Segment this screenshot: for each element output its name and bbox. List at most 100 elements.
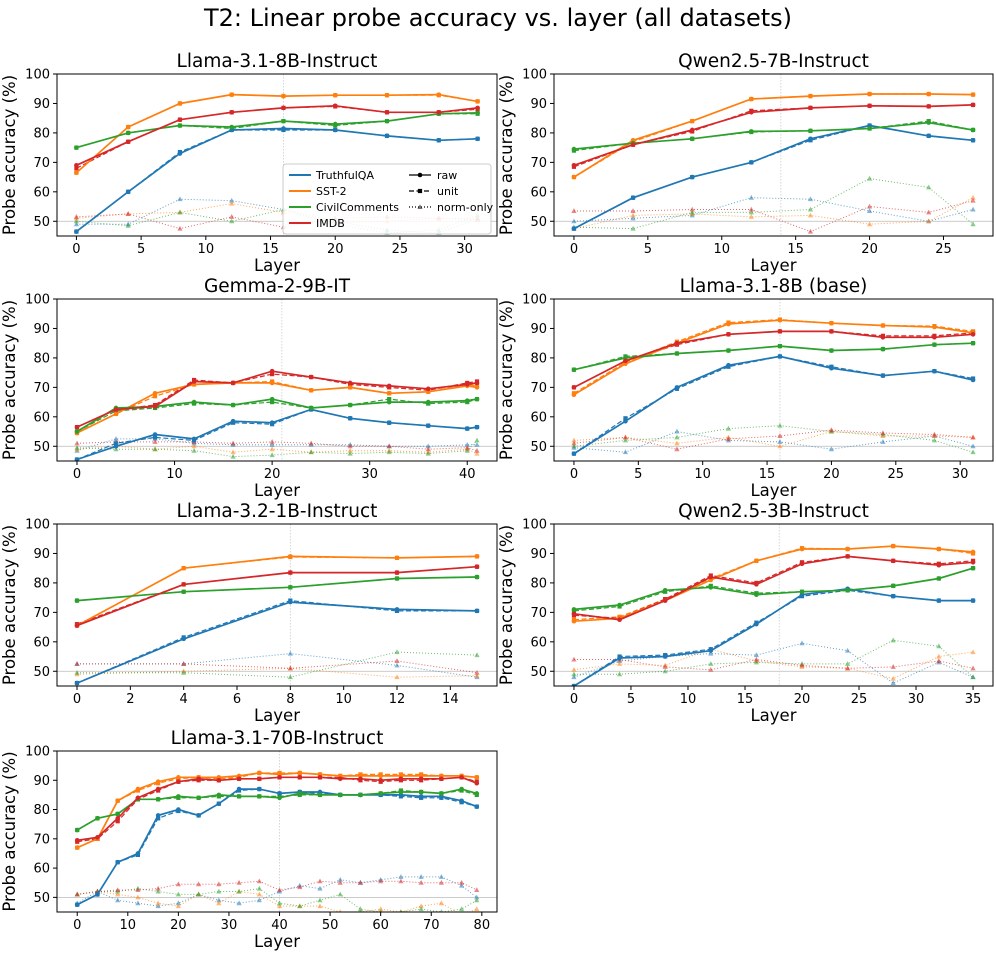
x-tick-label: 20 xyxy=(794,692,811,707)
data-point-truthfulqa-norm xyxy=(630,215,636,221)
series-line-imdb-norm xyxy=(573,429,974,450)
data-point-truthfulqa-norm xyxy=(256,897,262,903)
x-tick-label: 10 xyxy=(166,467,183,482)
data-point-civilcomments-norm xyxy=(474,897,480,903)
data-point-imdb-norm xyxy=(890,664,896,669)
series-civilcomments-unit xyxy=(74,574,480,603)
data-point-sst-2-norm xyxy=(378,906,384,912)
series-line-truthfulqa-unit xyxy=(76,408,478,461)
series-sst-2-unit xyxy=(571,91,976,180)
data-point-civilcomments-norm xyxy=(425,450,431,456)
data-point-civilcomments-raw xyxy=(74,145,79,150)
data-point-imdb-raw xyxy=(970,102,976,108)
data-point-truthfulqa-raw xyxy=(288,599,293,605)
y-tick-label: 50 xyxy=(33,440,50,455)
x-tick-label: 15 xyxy=(737,692,754,707)
data-point-sst-2-norm xyxy=(155,900,161,906)
data-point-sst-2-raw xyxy=(474,554,480,559)
data-point-civilcomments-raw xyxy=(216,792,222,798)
y-tick-label: 70 xyxy=(33,156,50,171)
data-point-civilcomments-raw xyxy=(378,791,383,796)
data-point-imdb-norm xyxy=(970,197,976,203)
data-point-civilcomments-raw xyxy=(288,585,293,590)
data-point-imdb-raw xyxy=(152,404,158,409)
data-point-sst-2-raw xyxy=(347,385,353,390)
data-point-civilcomments-raw xyxy=(799,589,805,595)
data-point-imdb-raw xyxy=(297,775,303,780)
data-point-sst-2-norm xyxy=(474,450,480,456)
y-tick-label: 90 xyxy=(33,322,50,337)
y-tick-label: 90 xyxy=(33,547,50,562)
x-tick-label: 15 xyxy=(262,242,279,257)
series-imdb-norm xyxy=(571,656,976,672)
y-tick-label: 100 xyxy=(522,68,547,83)
data-point-truthfulqa-raw xyxy=(74,457,80,461)
data-point-sst-2-norm xyxy=(748,214,754,219)
data-point-imdb-norm xyxy=(474,887,480,893)
series-truthfulqa-unit xyxy=(571,588,976,686)
series-line-imdb-raw xyxy=(76,104,478,167)
data-point-sst-2-raw xyxy=(125,124,131,130)
data-point-civilcomments-norm xyxy=(399,909,403,912)
data-point-sst-2-norm xyxy=(630,212,636,218)
data-point-imdb-raw xyxy=(845,554,850,559)
series-line-truthfulqa-raw xyxy=(76,408,478,461)
series-line-civilcomments-norm xyxy=(77,651,478,678)
data-point-sst-2-norm xyxy=(347,447,353,453)
legend-label-imdb: IMDB xyxy=(316,217,345,230)
data-point-imdb-norm xyxy=(230,440,236,446)
data-point-civilcomments-norm xyxy=(931,437,938,443)
data-point-truthfulqa-raw xyxy=(152,432,158,437)
data-point-imdb-norm xyxy=(753,656,759,662)
data-point-civilcomments-raw xyxy=(474,574,480,580)
data-point-imdb-norm xyxy=(378,878,384,884)
data-point-sst-2-norm xyxy=(115,891,121,897)
x-tick-label: 0 xyxy=(73,467,81,482)
data-point-truthfulqa-raw xyxy=(475,136,480,142)
data-point-civilcomments-raw xyxy=(936,576,942,581)
x-tick-label: 0 xyxy=(73,918,81,933)
panel-llama-3-1-8b-instruct: Llama-3.1-8B-Instruct 0 5 10 15 20 25 30 50 60 70 8… xyxy=(0,51,498,275)
data-point-truthfulqa-norm xyxy=(113,436,119,441)
plot-area xyxy=(74,368,480,461)
data-point-sst-2-norm xyxy=(777,443,783,449)
series-sst-2-norm xyxy=(571,646,976,681)
series-truthfulqa-norm xyxy=(74,650,480,680)
series-line-civilcomments-unit xyxy=(76,398,478,433)
data-point-civilcomments-norm xyxy=(394,649,400,655)
data-point-imdb-raw xyxy=(425,386,431,392)
data-point-truthfulqa-norm xyxy=(216,897,222,903)
data-point-imdb-raw xyxy=(177,117,183,122)
panel-gemma-2-9b-it: Gemma-2-9B-IT 0 10 20 30 40 50 60 70 80 90 100 Layer… xyxy=(0,276,498,500)
series-line-sst-2-raw xyxy=(75,93,478,174)
series-line-truthfulqa-norm xyxy=(573,430,974,453)
data-point-truthfulqa-raw xyxy=(880,373,886,378)
data-point-truthfulqa-raw xyxy=(176,807,181,812)
data-point-sst-2-raw xyxy=(281,93,286,99)
series-line-sst-2-norm xyxy=(76,445,478,455)
legend: TruthfulQA SST-2 CivilComments IMDB raw unit n… xyxy=(282,163,494,235)
y-axis-label: Probe accuracy (%) xyxy=(0,300,19,460)
data-point-truthfulqa-raw xyxy=(571,451,577,456)
data-point-imdb-raw xyxy=(708,574,714,580)
data-point-imdb-raw xyxy=(880,334,886,340)
data-point-imdb-norm xyxy=(970,434,976,440)
plot-frame xyxy=(56,523,498,687)
data-point-sst-2-norm xyxy=(135,894,141,900)
data-point-civilcomments-norm xyxy=(616,671,623,677)
data-point-civilcomments-norm xyxy=(379,909,383,912)
data-point-imdb-norm xyxy=(777,433,783,438)
data-point-imdb-raw xyxy=(317,775,323,780)
data-point-truthfulqa-norm xyxy=(474,442,480,447)
data-point-sst-2-raw xyxy=(74,170,79,175)
data-point-imdb-raw xyxy=(662,598,668,603)
data-point-sst-2-raw xyxy=(749,96,754,102)
data-point-imdb-norm xyxy=(357,879,364,885)
legend-label-sst-2: SST-2 xyxy=(316,185,347,198)
data-point-imdb-raw xyxy=(288,570,293,575)
data-point-imdb-raw xyxy=(332,103,338,109)
data-point-sst-2-norm xyxy=(970,194,976,200)
data-point-civilcomments-norm xyxy=(418,906,424,912)
data-point-civilcomments-norm xyxy=(287,674,293,680)
data-point-civilcomments-raw xyxy=(230,402,236,408)
